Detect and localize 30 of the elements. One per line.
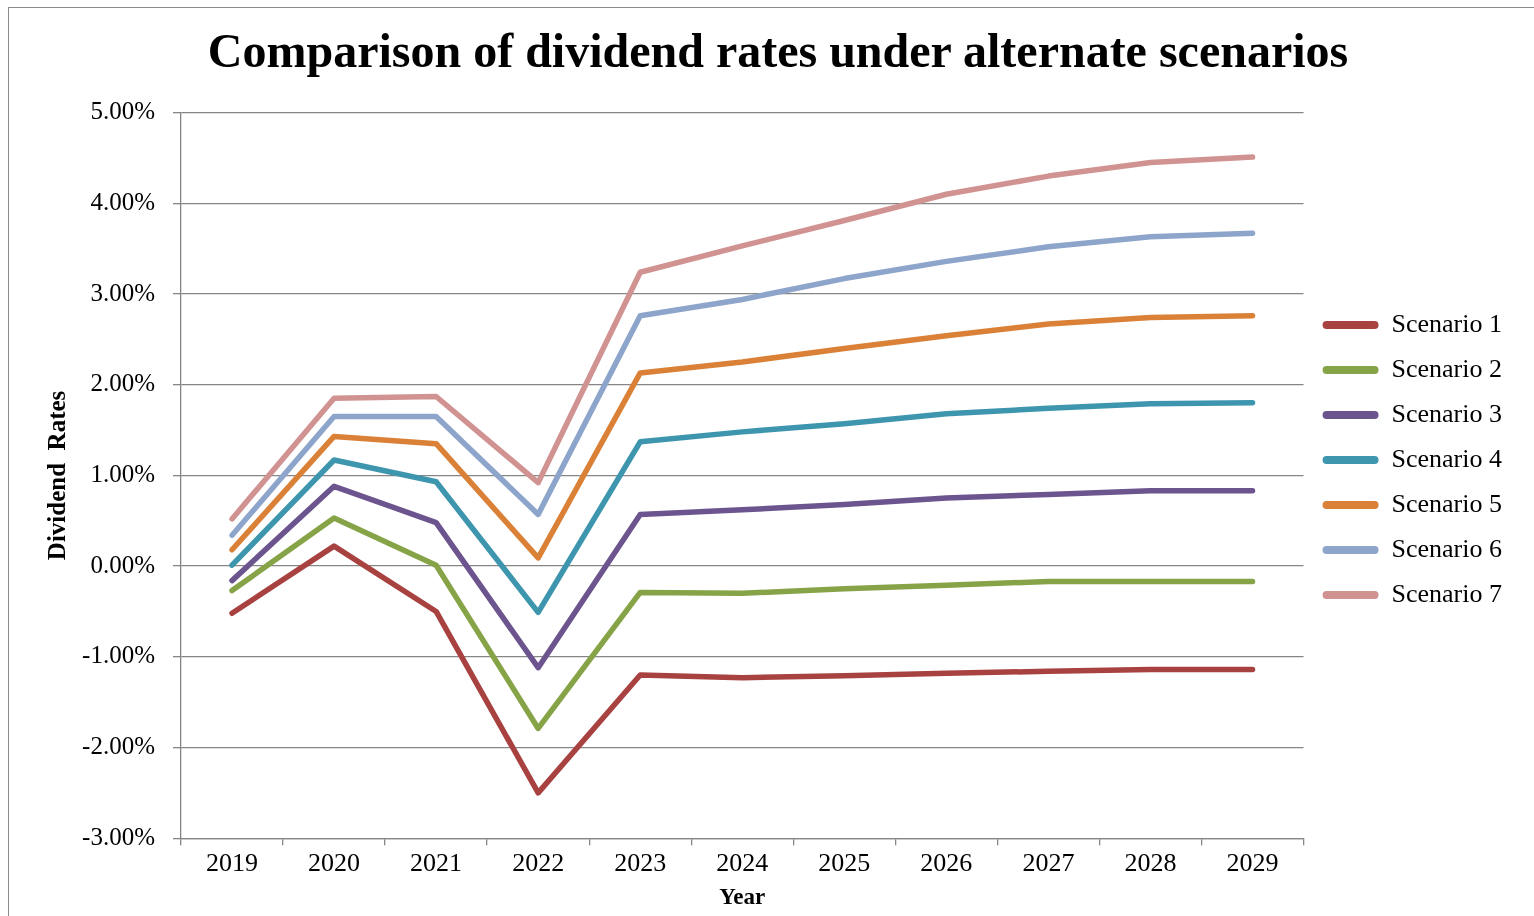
x-axis-title: Year [719, 884, 766, 910]
x-tick-label: 2029 [1226, 847, 1279, 877]
legend-label: Scenario 6 [1391, 533, 1503, 563]
y-tick-label: 4.00% [90, 187, 155, 215]
y-tick-label: 1.00% [90, 459, 155, 487]
y-tick-label: 3.00% [90, 278, 155, 306]
y-axis-title: Dividend Rates [43, 390, 71, 561]
x-tick-label: 2022 [512, 847, 565, 877]
x-tick-label: 2019 [206, 847, 259, 877]
legend-label: Scenario 7 [1391, 578, 1503, 608]
y-tick-label: 2.00% [90, 369, 155, 397]
x-tick-label: 2021 [410, 847, 463, 877]
x-tick-label: 2023 [614, 847, 667, 877]
y-tick-label: 0.00% [90, 550, 155, 578]
y-tick-label: -3.00% [82, 822, 155, 850]
legend-label: Scenario 1 [1391, 308, 1503, 338]
y-tick-label: 5.00% [90, 97, 155, 125]
y-tick-label: -2.00% [82, 732, 155, 760]
x-tick-label: 2024 [716, 847, 769, 877]
legend-label: Scenario 4 [1391, 443, 1503, 473]
x-tick-label: 2020 [308, 847, 361, 877]
x-tick-label: 2026 [920, 847, 973, 877]
legend-label: Scenario 5 [1391, 488, 1503, 518]
y-tick-label: -1.00% [82, 641, 155, 669]
x-tick-label: 2028 [1124, 847, 1177, 877]
x-tick-label: 2025 [818, 847, 871, 877]
legend-label: Scenario 3 [1391, 398, 1503, 428]
chart-title: Comparison of dividend rates under alternate scenarios [207, 24, 1349, 78]
x-tick-label: 2027 [1022, 847, 1075, 877]
legend-label: Scenario 2 [1391, 353, 1503, 383]
